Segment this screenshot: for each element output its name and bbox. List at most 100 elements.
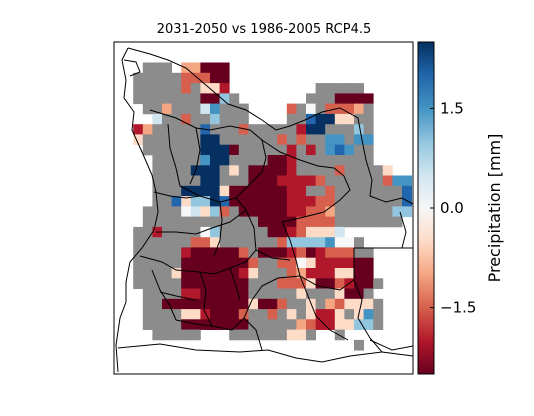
grid-cell (200, 93, 211, 105)
grid-cell (296, 237, 307, 248)
grid-cell (382, 165, 393, 176)
grid-cell (267, 298, 278, 310)
grid-cell (315, 155, 326, 166)
grid-cell (296, 175, 307, 187)
grid-cell (286, 329, 297, 341)
grid-cell (171, 257, 182, 269)
grid-cell (229, 237, 240, 248)
grid-cell (181, 124, 192, 135)
grid-cell (277, 257, 288, 269)
grid-cell (181, 278, 192, 289)
grid-cell (267, 185, 278, 197)
grid-cell (392, 185, 403, 197)
grid-cell (200, 103, 211, 115)
grid-cell (210, 185, 220, 197)
grid-cell (334, 237, 345, 248)
grid-cell (344, 216, 355, 228)
grid-cell (363, 103, 374, 115)
grid-cell (238, 288, 249, 300)
grid-cell (210, 216, 220, 228)
grid-cell (210, 93, 220, 105)
grid-cell (152, 134, 163, 146)
grid-cell (200, 144, 211, 156)
grid-cell (133, 134, 144, 146)
grid-cell (162, 247, 172, 259)
grid-cell (181, 196, 192, 207)
grid-cell (162, 206, 172, 218)
grid-cell (354, 257, 364, 269)
grid-cell (267, 216, 278, 228)
grid-cell (200, 298, 211, 310)
grid-cell (296, 226, 307, 238)
grid-cell (152, 113, 163, 125)
province-border (299, 275, 349, 341)
grid-cell (325, 185, 336, 197)
grid-cell (258, 134, 268, 146)
grid-cell (142, 93, 153, 105)
grid-cell (162, 278, 172, 289)
grid-cell (258, 144, 268, 156)
grid-cell (248, 144, 259, 156)
colorbar-tick-label: −1.5 (440, 299, 476, 317)
grid-cell (315, 185, 326, 197)
grid-cell (171, 216, 182, 228)
province-border (261, 139, 351, 223)
colorbar-tick-label: 0.0 (440, 199, 464, 217)
grid-cell (181, 216, 192, 228)
grid-cell (200, 309, 211, 320)
grid-cell (171, 309, 182, 320)
grid-cell (248, 237, 259, 248)
grid-cell (306, 185, 316, 197)
grid-cell (315, 124, 326, 135)
grid-cell (200, 155, 211, 166)
grid-cell (152, 175, 163, 187)
grid-cell (267, 247, 278, 259)
grid-cell (142, 216, 153, 228)
grid-cell (363, 268, 374, 279)
grid-cell (162, 155, 172, 166)
grid-cell (200, 247, 211, 259)
grid-cell (162, 185, 172, 197)
grid-cell (334, 319, 345, 330)
grid-cell (334, 247, 345, 259)
grid-cell (142, 309, 153, 320)
grid-cell (210, 134, 220, 146)
grid-cell (229, 155, 240, 166)
grid-cell (306, 196, 316, 207)
grid-cell (267, 288, 278, 300)
grid-cell (392, 216, 403, 228)
grid-cell (171, 288, 182, 300)
grid-cell (306, 268, 316, 279)
grid-cell (363, 93, 374, 105)
grid-cell (219, 134, 230, 146)
grid-cell (258, 206, 268, 218)
grid-cell (363, 196, 374, 207)
grid-cell (171, 319, 182, 330)
grid-cell (181, 247, 192, 259)
grid-cell (306, 329, 316, 341)
grid-cell (258, 329, 268, 341)
grid-cell (334, 134, 345, 146)
grid-cell (306, 113, 316, 125)
grid-cell (133, 124, 144, 135)
grid-cell (344, 268, 355, 279)
grid-cell (181, 298, 192, 310)
grid-cell (286, 124, 297, 135)
grid-cell (181, 206, 192, 218)
grid-cell (334, 257, 345, 269)
map-title: 2031-2050 vs 1986-2005 RCP4.5 (156, 22, 372, 37)
grid-cell (325, 288, 336, 300)
grid-cell (286, 268, 297, 279)
province-border (399, 211, 407, 249)
grid-cell (402, 185, 412, 197)
grid-cell (162, 165, 172, 176)
grid-cell (219, 155, 230, 166)
grid-cell (363, 278, 374, 289)
grid-cell (363, 113, 374, 125)
grid-cell (296, 144, 307, 156)
grid-cell (190, 298, 201, 310)
grid-cell (334, 113, 345, 125)
grid-cell (286, 237, 297, 248)
grid-cell (190, 278, 201, 289)
grid-cell (229, 247, 240, 259)
